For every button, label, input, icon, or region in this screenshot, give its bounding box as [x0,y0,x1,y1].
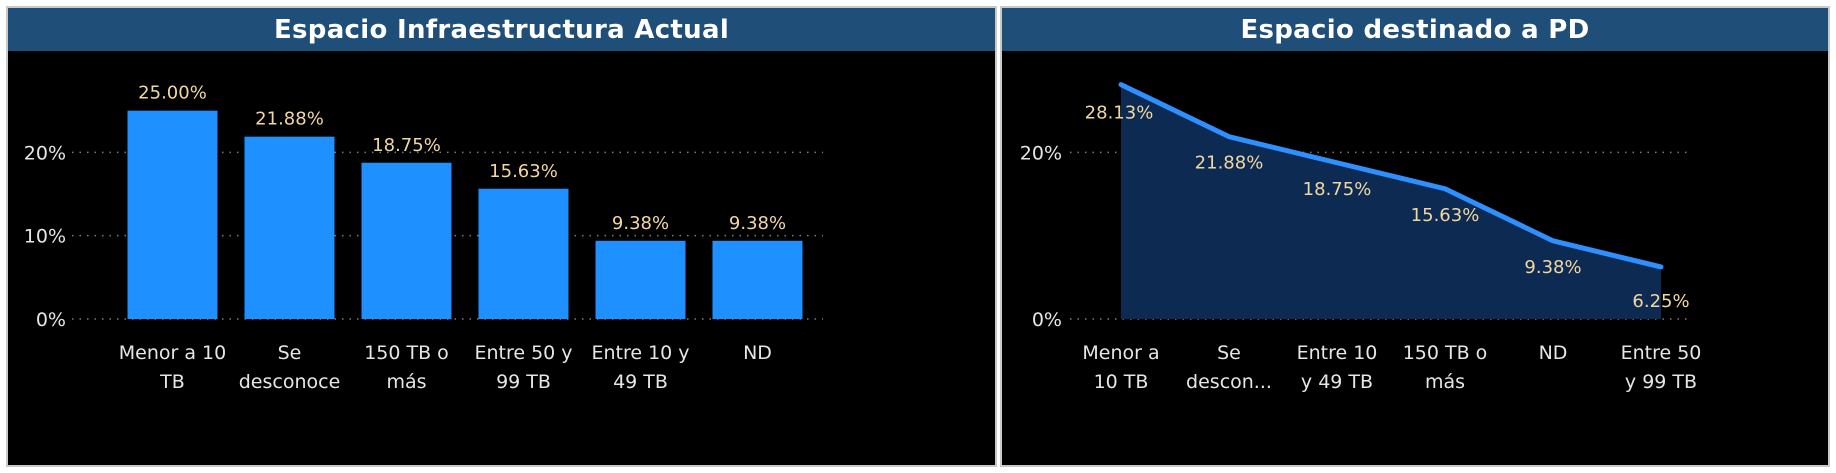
chart-title: Espacio destinado a PD [1002,8,1828,51]
x-tick-label: 10 TB [1094,371,1149,393]
data-label: 9.38% [612,213,669,234]
bar [595,240,686,319]
y-tick-label: 0% [1032,309,1062,331]
area-fill [1121,84,1661,319]
x-tick-label: Entre 50 y [474,342,572,364]
x-tick-label: Entre 10 y [591,342,689,364]
data-label: 15.63% [489,161,558,182]
x-tick-label: y 99 TB [1625,371,1697,393]
x-tick-label: 49 TB [613,371,668,393]
data-label: 9.38% [1524,257,1581,278]
x-tick-label: Entre 50 [1621,342,1702,364]
y-tick-label: 20% [24,142,66,164]
bar [478,188,569,319]
x-tick-label: y 49 TB [1301,371,1373,393]
x-tick-label: descon... [1186,371,1272,393]
x-tick-label: desconoce [239,371,341,393]
x-tick-label: 150 TB o [1403,342,1488,364]
x-tick-label: Se [278,342,302,364]
bar [712,240,803,319]
data-label: 6.25% [1632,291,1689,312]
x-tick-label: Entre 10 [1297,342,1378,364]
data-label: 25.00% [138,83,207,104]
area-chart: 0% 20% Menor a 10 TB Se descon... Entre 10 y 49… [1020,82,1702,393]
data-label: 15.63% [1411,205,1480,226]
data-label: 9.38% [729,213,786,234]
bar [127,110,218,319]
data-label: 21.88% [1195,153,1264,174]
y-tick-label: 20% [1020,142,1062,164]
x-tick-label: más [386,371,426,393]
x-tick-label: ND [743,342,772,364]
x-tick-label: TB [159,371,185,393]
bar-chart: 0% 10% 20% Menor a 10 TB Se desconoce 150 TB o m… [24,83,823,393]
x-tick-label: 150 TB o [364,342,449,364]
chart-panel-pd: Espacio destinado a PD 0% 20% Menor a 10 TB… [1000,6,1830,467]
x-tick-label: 99 TB [496,371,551,393]
data-label: 18.75% [1303,179,1372,200]
data-label: 18.75% [372,135,441,156]
y-tick-label: 0% [36,309,66,331]
chart-panel-infraestructura: Espacio Infraestructura Actual 0% 10% 20% M… [6,6,997,467]
x-tick-label: más [1425,371,1465,393]
bar [361,162,452,319]
x-tick-label: Menor a [1082,342,1159,364]
y-tick-label: 10% [24,226,66,248]
series-line [1118,82,1664,270]
chart-title: Espacio Infraestructura Actual [8,8,995,51]
x-tick-label: Se [1217,342,1241,364]
bar [244,136,335,319]
x-tick-label: Menor a 10 [119,342,226,364]
x-tick-label: ND [1539,342,1568,364]
data-label: 28.13% [1085,103,1154,124]
data-label: 21.88% [255,109,324,130]
